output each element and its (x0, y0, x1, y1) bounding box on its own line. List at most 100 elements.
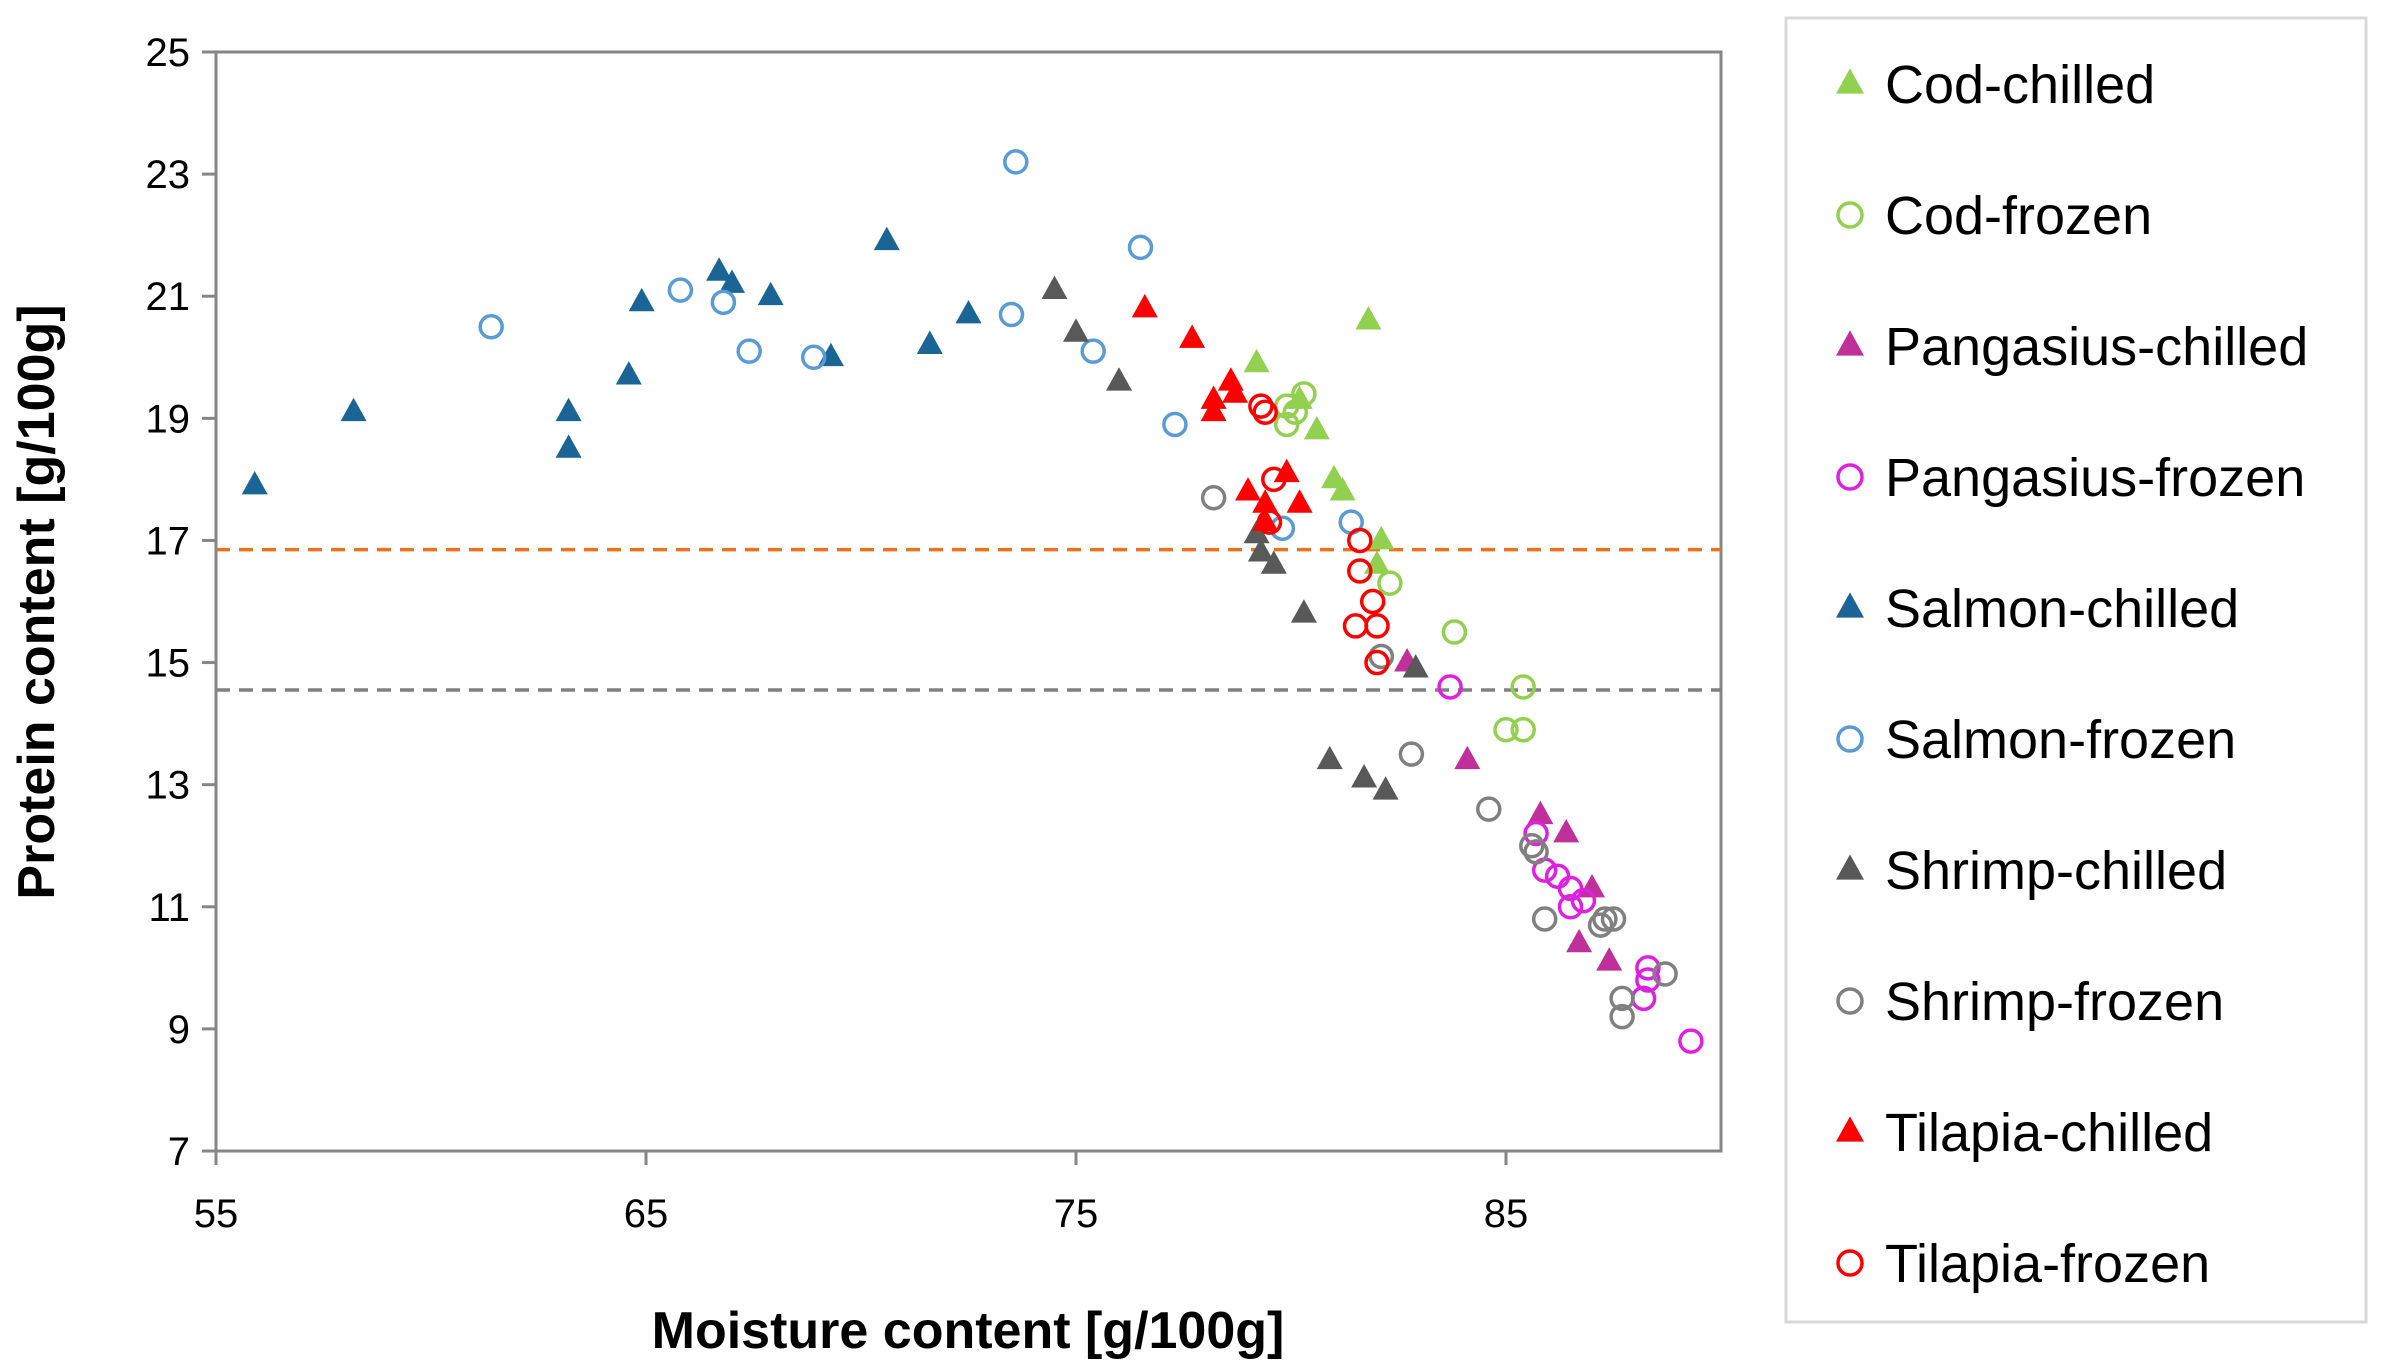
reference-lines (216, 547, 1721, 692)
point-shrimp-chilled (1372, 776, 1399, 800)
point-cod-chilled (1368, 525, 1395, 550)
point-shrimp-frozen (1592, 906, 1618, 932)
point-cod-frozen (1510, 674, 1536, 700)
point-cod-frozen (1377, 570, 1403, 596)
y-tick-label: 21 (146, 275, 191, 319)
point-shrimp-chilled (1041, 275, 1068, 300)
point-cod-chilled (1329, 477, 1356, 501)
point-pangasius-chilled (1596, 947, 1623, 971)
y-tick-label: 13 (146, 764, 191, 808)
legend-marker-tilapia-chilled (1836, 1116, 1864, 1142)
y-tick-label: 17 (146, 519, 191, 563)
point-tilapia-chilled (1200, 385, 1227, 409)
x-tick-label: 55 (194, 1192, 239, 1236)
point-shrimp-frozen (1398, 741, 1425, 767)
legend-label: Cod-frozen (1885, 186, 2152, 246)
legend-item-salmon-chilled: Salmon-chilled (1836, 579, 2239, 639)
point-salmon-frozen (1127, 234, 1154, 261)
legend-marker-pangasius-chilled (1836, 330, 1864, 356)
point-pangasius-frozen (1437, 674, 1463, 700)
point-salmon-chilled (628, 287, 655, 312)
legend-label: Pangasius-chilled (1885, 317, 2308, 377)
point-shrimp-frozen (1200, 484, 1227, 511)
legend-label: Shrimp-frozen (1885, 972, 2224, 1032)
point-tilapia-frozen (1364, 649, 1390, 676)
point-shrimp-frozen (1587, 912, 1614, 938)
point-pangasius-frozen (1570, 887, 1597, 914)
point-shrimp-chilled (1316, 745, 1343, 770)
point-pangasius-frozen (1635, 955, 1661, 981)
legend-marker-salmon-chilled (1836, 592, 1864, 618)
point-salmon-chilled (555, 434, 582, 458)
point-salmon-frozen (1162, 411, 1188, 438)
point-tilapia-frozen (1342, 613, 1369, 639)
point-pangasius-frozen (1678, 1028, 1704, 1054)
legend-marker-cod-frozen (1836, 201, 1864, 229)
legend-marker-shrimp-frozen (1836, 987, 1864, 1015)
point-shrimp-frozen (1531, 906, 1558, 932)
point-tilapia-frozen (1261, 466, 1287, 493)
point-tilapia-chilled (1200, 397, 1227, 422)
point-cod-frozen (1493, 716, 1519, 743)
point-tilapia-chilled (1222, 379, 1249, 403)
y-tick-label: 7 (168, 1130, 190, 1174)
point-salmon-frozen (1080, 338, 1106, 364)
point-salmon-chilled (916, 330, 943, 354)
y-tick-label: 25 (146, 31, 191, 75)
point-salmon-frozen (800, 344, 827, 371)
point-pangasius-chilled (1553, 819, 1580, 843)
y-tick-labels: 7 9 11 13 15 17 19 21 23 25 (146, 31, 191, 1174)
legend-label: Pangasius-frozen (1885, 448, 2305, 508)
point-tilapia-chilled (1286, 489, 1313, 513)
point-shrimp-chilled (1063, 318, 1089, 342)
point-salmon-chilled (241, 470, 268, 495)
point-salmon-frozen (710, 289, 737, 316)
point-salmon-frozen (736, 338, 762, 364)
legend-label: Salmon-frozen (1885, 710, 2236, 770)
point-tilapia-frozen (1347, 558, 1373, 584)
point-tilapia-frozen (1252, 399, 1278, 425)
series-salmon-chilled (241, 226, 982, 495)
legend-item-shrimp-chilled: Shrimp-chilled (1836, 841, 2227, 901)
point-cod-chilled (1303, 416, 1330, 440)
point-pangasius-frozen (1557, 894, 1584, 920)
legend-item-shrimp-frozen: Shrimp-frozen (1836, 972, 2224, 1032)
point-shrimp-chilled (1260, 550, 1287, 574)
series-tilapia-chilled (1131, 293, 1313, 532)
legend-label: Tilapia-frozen (1885, 1234, 2210, 1294)
point-cod-frozen (1291, 381, 1317, 407)
point-tilapia-frozen (1256, 509, 1283, 535)
point-salmon-chilled (615, 361, 642, 385)
legend-item-cod-frozen: Cod-frozen (1836, 186, 2152, 246)
x-tick-labels: 55 65 75 85 (194, 1192, 1529, 1236)
legend-label: Salmon-chilled (1885, 579, 2239, 639)
point-shrimp-chilled (1106, 367, 1132, 391)
point-tilapia-chilled (1273, 458, 1300, 483)
point-salmon-chilled (706, 257, 733, 281)
point-pangasius-frozen (1523, 820, 1549, 847)
point-shrimp-frozen (1476, 796, 1502, 822)
y-tick-label: 15 (146, 642, 191, 686)
point-shrimp-frozen (1519, 832, 1545, 859)
point-pangasius-chilled (1566, 928, 1593, 953)
series-cod-frozen (1273, 381, 1536, 743)
point-salmon-chilled (340, 397, 367, 422)
y-tick-label: 9 (168, 1008, 190, 1052)
point-salmon-frozen (998, 301, 1025, 328)
point-tilapia-frozen (1359, 588, 1386, 615)
point-tilapia-frozen (1347, 527, 1373, 554)
point-pangasius-frozen (1635, 967, 1661, 993)
point-salmon-frozen (1003, 149, 1029, 175)
point-cod-chilled (1355, 306, 1382, 330)
x-tick-label: 65 (624, 1192, 669, 1236)
legend-marker-cod-chilled (1836, 68, 1864, 94)
point-tilapia-frozen (1248, 393, 1274, 419)
point-tilapia-chilled (1235, 477, 1261, 501)
series-shrimp-frozen (1200, 484, 1678, 1030)
point-cod-frozen (1441, 619, 1468, 645)
legend-label: Cod-chilled (1885, 55, 2155, 115)
x-tick-label: 75 (1054, 1192, 1099, 1236)
point-tilapia-chilled (1252, 489, 1279, 513)
plot-area (214, 50, 1723, 1153)
